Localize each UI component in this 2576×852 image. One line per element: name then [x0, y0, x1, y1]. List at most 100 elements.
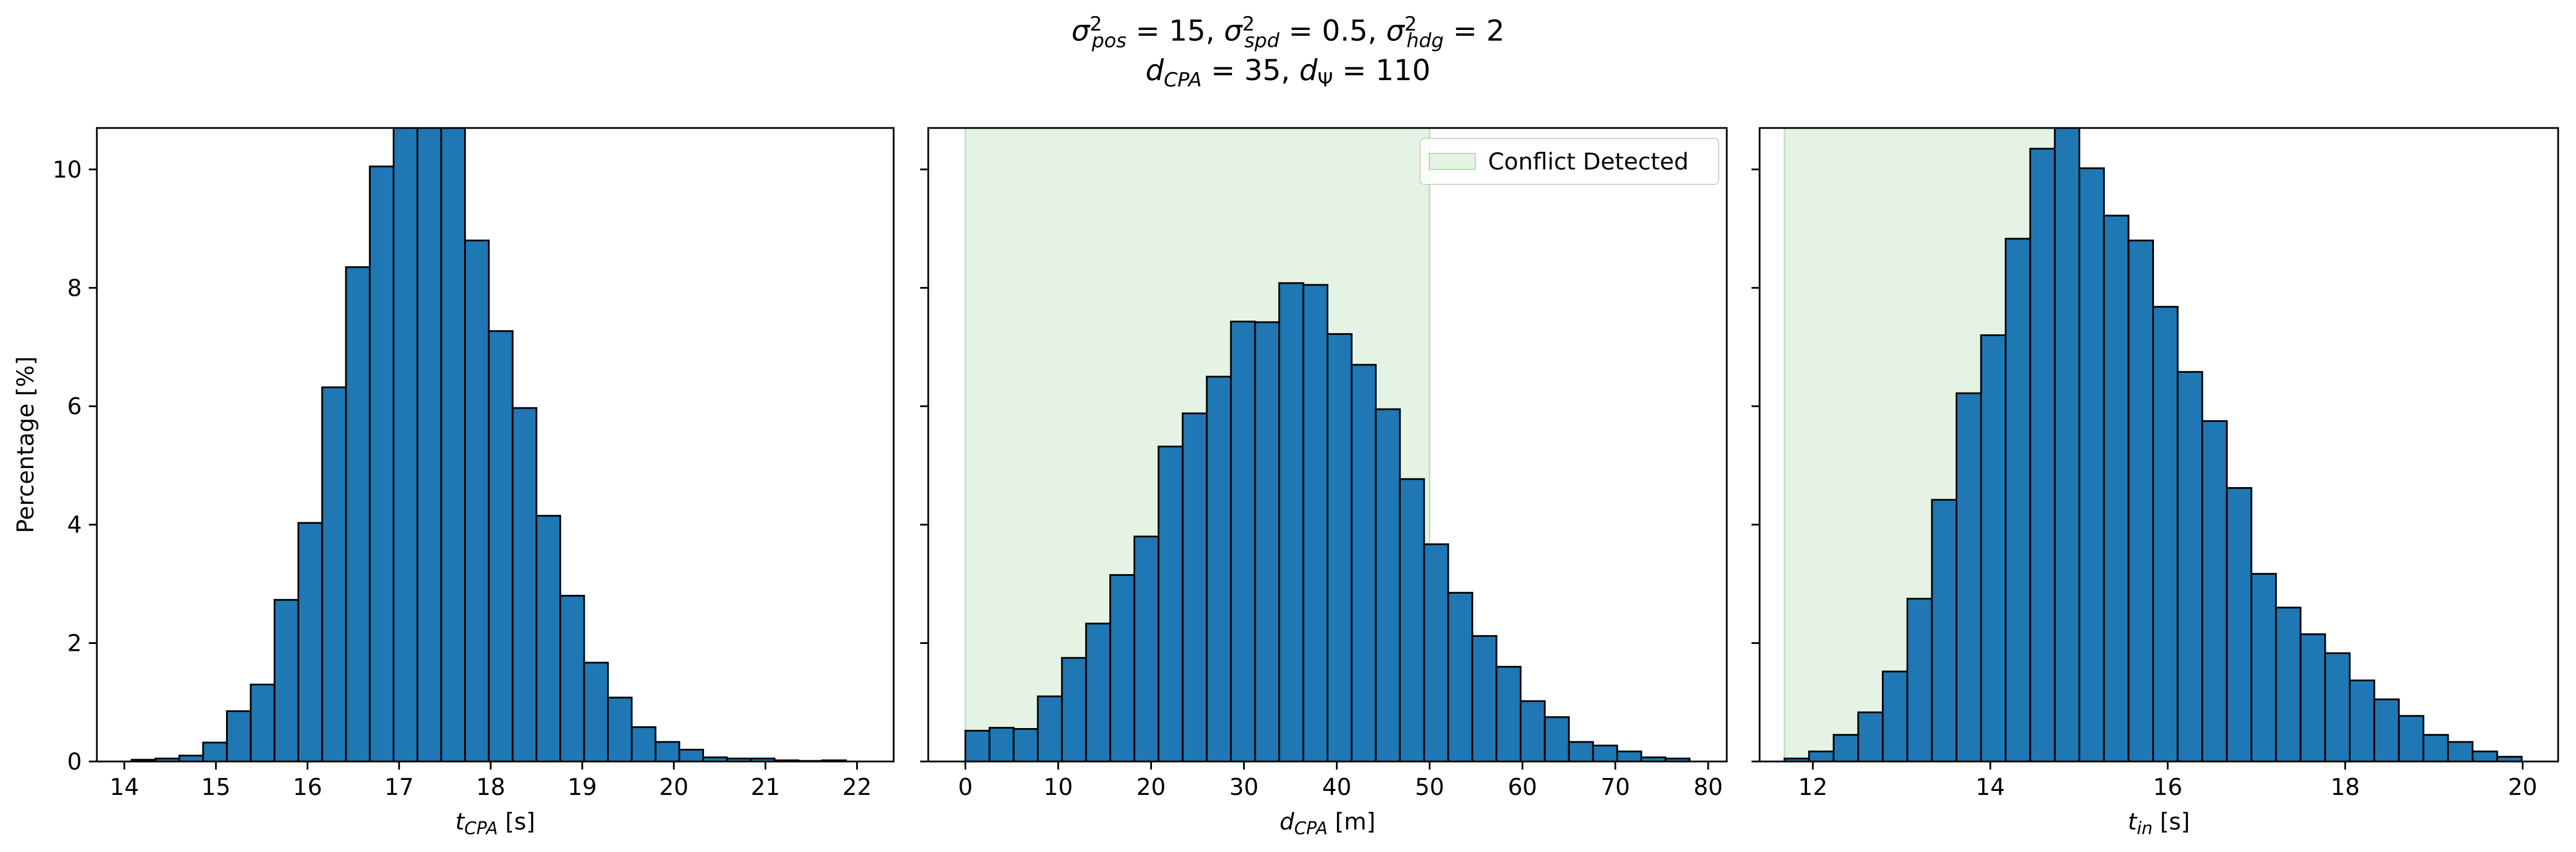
histogram-panel-3: 12 14 16 18 20 tin [s] — [1752, 127, 2559, 839]
histogram-bar — [488, 330, 514, 761]
y-tick-label: 0 — [67, 749, 82, 775]
x-tick-label: 80 — [1693, 774, 1723, 801]
histogram-bar — [1206, 375, 1232, 761]
histogram-bar — [2225, 487, 2253, 761]
histogram-bar — [1423, 543, 1449, 761]
axes-frame — [1758, 127, 2559, 763]
x-tick-label: 16 — [293, 774, 322, 801]
y-tick-label: 8 — [67, 275, 82, 301]
histogram-bar — [1519, 700, 1546, 761]
histogram-bar — [2078, 167, 2105, 761]
axes-frame — [927, 127, 1728, 763]
histogram-bar — [2054, 128, 2081, 761]
histogram-bar — [535, 515, 562, 761]
x-axis-label: tCPA [s] — [455, 809, 536, 839]
y-tick-label: 10 — [52, 157, 82, 183]
histogram-bar — [178, 755, 204, 761]
x-tick-label: 19 — [567, 774, 597, 801]
histogram-bar — [2029, 148, 2056, 761]
histogram-bar — [1037, 695, 1063, 761]
histogram-bar — [1931, 499, 1957, 761]
histogram-bar — [2398, 715, 2424, 761]
plot-area — [1783, 128, 2523, 761]
histogram-bar — [440, 128, 466, 761]
x-tick-label: 21 — [751, 774, 780, 801]
x-tick-label: 20 — [1136, 774, 1166, 801]
histogram-bar — [1109, 574, 1136, 761]
histogram-bar — [1278, 282, 1305, 761]
histogram-bar — [368, 165, 395, 761]
histogram-bar — [2152, 306, 2179, 761]
x-axis-label: dCPA [m] — [1279, 809, 1375, 839]
histogram-bar — [2250, 572, 2277, 761]
histogram-bar — [2005, 237, 2031, 761]
x-tick-label: 16 — [2153, 774, 2182, 801]
y-axis-label: Percentage [%] — [13, 356, 39, 533]
histogram-panel-1: 14 15 16 17 18 19 20 21 22 0 2 4 6 8 10 tCPA [s] Percent… — [13, 127, 895, 839]
histogram-bar — [2176, 371, 2204, 761]
histogram-bar — [202, 741, 228, 761]
x-tick-label: 14 — [110, 774, 139, 801]
histogram-bar — [2324, 652, 2351, 761]
histogram-bar — [2447, 741, 2474, 761]
histogram-bar — [1447, 591, 1474, 761]
histogram-bar — [1157, 446, 1184, 761]
histogram-bar — [1808, 751, 1835, 761]
legend-label: Conflict Detected — [1488, 149, 1689, 175]
x-axis-label: tin [s] — [2128, 809, 2190, 839]
histogram-bar — [1181, 412, 1208, 761]
legend-swatch — [1429, 153, 1476, 170]
histogram-bar — [345, 266, 371, 761]
plot-area — [130, 128, 847, 761]
x-tick-label: 0 — [958, 774, 973, 801]
histogram-bar — [2127, 239, 2154, 761]
legend-box — [1419, 138, 1719, 185]
x-tick-label: 18 — [476, 774, 506, 801]
histogram-bar — [321, 386, 347, 761]
histogram-bar — [631, 726, 657, 761]
y-tick-label: 4 — [67, 512, 82, 538]
histogram-bar — [1012, 728, 1039, 761]
histogram-bar — [2496, 756, 2523, 761]
x-tick-label: 14 — [1976, 774, 2005, 801]
x-tick-label: 22 — [842, 774, 872, 801]
histogram-bar — [2103, 214, 2130, 761]
histogram-bar — [1496, 666, 1522, 761]
histogram-bar — [1230, 321, 1256, 761]
figure-title-line-2: dCPA = 35, dΨ = 110 — [1145, 54, 1431, 92]
histogram-bar — [559, 594, 585, 761]
histogram-bar — [511, 407, 537, 761]
x-tick-label: 18 — [2330, 774, 2360, 801]
histogram-bar — [1085, 623, 1112, 761]
histogram-bar — [2422, 734, 2449, 761]
histogram-bar — [1906, 598, 1933, 761]
histogram-bar — [1664, 757, 1691, 761]
histogram-bar — [1254, 321, 1281, 761]
histogram-bar — [2201, 420, 2228, 761]
histogram-bar — [2373, 698, 2400, 761]
histogram-bar — [583, 661, 609, 761]
histogram-bar — [607, 696, 633, 761]
x-tick-label: 70 — [1600, 774, 1630, 801]
histogram-bar — [1061, 657, 1087, 761]
axes-frame — [96, 127, 895, 763]
plot-area — [964, 128, 1691, 761]
histogram-bar — [1832, 734, 1859, 761]
figure-title-line-1: σ2pos = 15, σ2spd = 0.5, σ2hdg = 2 — [1071, 13, 1505, 52]
histogram-bar — [988, 726, 1015, 761]
y-tick-label: 2 — [67, 631, 82, 657]
histogram-bar — [250, 683, 276, 761]
histogram-bar — [1955, 392, 1982, 761]
histogram-bar — [1980, 334, 2007, 761]
histogram-bar — [1302, 284, 1329, 761]
y-tick-label: 6 — [67, 394, 82, 420]
histogram-bar — [964, 730, 991, 761]
histogram-bar — [393, 128, 419, 761]
histogram-bar — [2299, 633, 2326, 761]
histogram-bar — [464, 239, 490, 761]
histogram-bar — [1350, 364, 1377, 761]
histogram-bar — [226, 710, 252, 761]
histogram-bar — [1399, 478, 1425, 761]
x-tick-label: 10 — [1044, 774, 1073, 801]
